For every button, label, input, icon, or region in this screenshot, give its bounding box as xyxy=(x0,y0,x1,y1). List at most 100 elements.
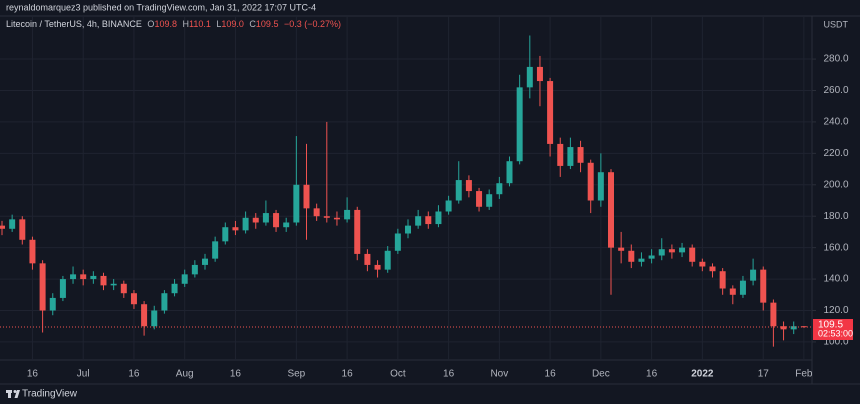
legend-symbol: Litecoin / TetherUS, 4h, BINANCE xyxy=(6,19,142,29)
candle-body xyxy=(536,66,543,82)
candle-body xyxy=(679,247,686,253)
candle-body xyxy=(780,326,787,330)
candle-body xyxy=(49,297,56,311)
candle-body xyxy=(719,271,726,289)
candle-body xyxy=(9,219,16,229)
candle-body xyxy=(293,184,300,223)
x-tick-label: Oct xyxy=(390,369,406,380)
candle-body xyxy=(141,304,148,327)
candle-body xyxy=(476,191,483,207)
candle-body xyxy=(577,147,584,163)
candle-body xyxy=(425,216,432,225)
candle-body xyxy=(364,253,371,265)
candle-body xyxy=(587,162,594,201)
logo-part xyxy=(13,390,17,393)
legend-change: −0.3 (−0.27%) xyxy=(284,19,341,29)
candle-body xyxy=(526,66,533,88)
logo-part xyxy=(8,390,11,398)
candle-body xyxy=(59,279,66,298)
legend-value: 109.5 xyxy=(256,19,279,29)
candle-body xyxy=(232,227,239,231)
candle-body xyxy=(597,172,604,201)
candle-body xyxy=(445,200,452,212)
x-tick-label: 16 xyxy=(443,369,455,380)
candle-body xyxy=(130,293,137,305)
x-tick-label: 17 xyxy=(758,369,770,380)
candle-body xyxy=(222,227,229,242)
candle-body xyxy=(699,261,706,267)
legend: Litecoin / TetherUS, 4h, BINANCE O109.8 … xyxy=(6,19,341,29)
candle-body xyxy=(333,217,340,220)
x-tick-label: Sep xyxy=(287,369,305,380)
y-tick-label: 180.0 xyxy=(823,211,848,222)
x-tick-label: 16 xyxy=(27,369,39,380)
candle-body xyxy=(120,283,127,294)
candle-body xyxy=(323,216,330,218)
candle-body xyxy=(405,225,411,234)
y-tick-label: 280.0 xyxy=(823,54,848,65)
candle-body xyxy=(415,216,422,226)
candle-body xyxy=(151,310,158,327)
candle-body xyxy=(161,293,168,311)
candle-body xyxy=(252,217,259,223)
grid-layer xyxy=(0,16,812,360)
candle-body xyxy=(567,147,574,166)
x-tick-label: Feb xyxy=(795,369,813,380)
x-tick-label: Nov xyxy=(490,369,508,380)
candle-body xyxy=(242,217,249,231)
y-tick-label: 260.0 xyxy=(823,85,848,96)
x-tick-label: Aug xyxy=(176,369,194,380)
candle-body xyxy=(374,264,381,270)
candle-body xyxy=(709,266,716,272)
candle-layer xyxy=(0,35,812,347)
candle-body xyxy=(739,280,746,295)
y-tick-label: 140.0 xyxy=(823,274,848,285)
x-tick-label: 2022 xyxy=(691,369,714,380)
candle-body xyxy=(19,219,26,240)
brand-name: TradingView xyxy=(22,389,78,400)
candle-body xyxy=(39,263,46,311)
candle-body xyxy=(435,211,442,225)
x-tick-label: 16 xyxy=(646,369,658,380)
candle-body xyxy=(384,250,391,270)
candle-body xyxy=(557,143,564,166)
candle-body xyxy=(618,247,625,251)
legend-label: L xyxy=(216,19,221,29)
legend-value: 109.0 xyxy=(221,19,244,29)
legend-label: H xyxy=(182,19,189,29)
candle-body xyxy=(29,239,36,264)
candle-body xyxy=(638,258,645,262)
candle-body xyxy=(303,184,310,209)
countdown-label: 02:53:00 xyxy=(818,328,853,338)
candle-body xyxy=(394,233,401,251)
candle-body xyxy=(628,250,635,262)
candle-body xyxy=(80,274,87,280)
candle-body xyxy=(262,213,269,223)
tv-logo xyxy=(6,390,20,398)
candle-body xyxy=(344,209,351,220)
candle-body xyxy=(70,274,77,280)
legend-label: O xyxy=(147,19,154,29)
x-tick-label: 16 xyxy=(230,369,242,380)
candle-body xyxy=(486,194,493,207)
candle-body xyxy=(191,264,198,275)
y-tick-label: 160.0 xyxy=(823,242,848,253)
currency-label: USDT xyxy=(824,19,849,29)
header-bar xyxy=(0,0,860,16)
x-tick-label: 16 xyxy=(128,369,140,380)
candle-body xyxy=(668,249,675,253)
x-tick-label: Dec xyxy=(592,369,610,380)
candle-body xyxy=(465,180,472,192)
candle-body xyxy=(516,87,523,162)
last-price-label: 109.5 xyxy=(818,320,843,331)
y-tick-label: 100.0 xyxy=(823,337,848,348)
candle-body xyxy=(689,247,696,262)
candle-body xyxy=(608,172,614,248)
candle-body xyxy=(770,302,777,327)
publisher-text: reynaldomarquez3 published on TradingVie… xyxy=(6,2,316,12)
candle-body xyxy=(181,274,188,284)
y-tick-label: 200.0 xyxy=(823,179,848,190)
x-tick-label: 16 xyxy=(545,369,557,380)
